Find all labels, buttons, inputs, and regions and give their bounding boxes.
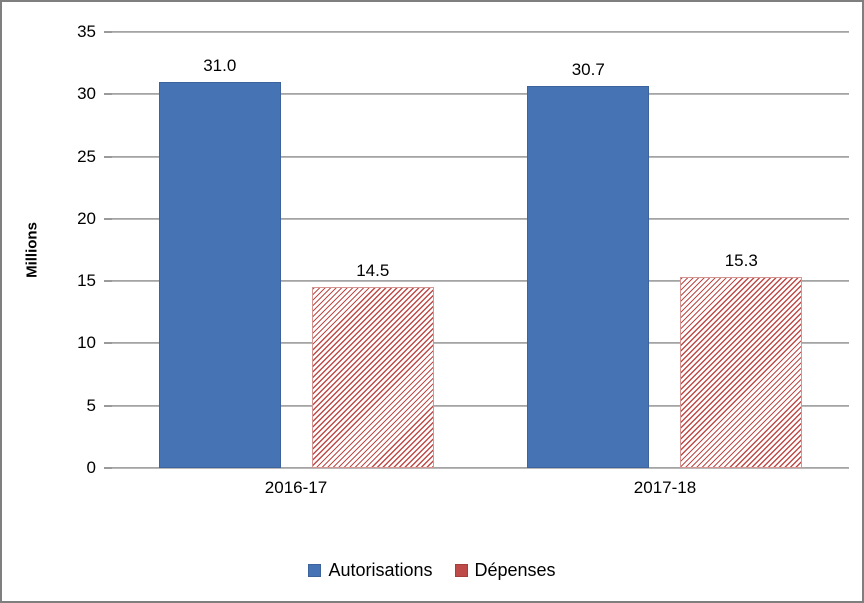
legend-label-depenses: Dépenses: [474, 560, 556, 580]
y-tick-mark-30: [104, 93, 112, 96]
y-tick-label-20: 20: [77, 208, 96, 228]
y-tick-label-10: 10: [77, 333, 96, 353]
data-label-autorisations-2016-17: 31.0: [203, 55, 237, 75]
x-axis-label-2016-17: 2016-17: [264, 478, 328, 497]
gridline-20: [112, 217, 849, 220]
y-tick-mark-35: [104, 31, 112, 33]
y-tick-mark-10: [104, 342, 112, 345]
data-label-autorisations-2017-18: 30.7: [571, 59, 605, 79]
y-tick-label-35: 35: [77, 22, 96, 41]
y-tick-mark-15: [104, 280, 112, 283]
legend-swatch-depenses-icon: [454, 564, 468, 577]
gridline-0: [112, 467, 849, 469]
bar-dépenses-2016-17: [311, 287, 434, 468]
data-label-dépenses-2017-18: 15.3: [724, 251, 758, 271]
gridline-35: [112, 31, 849, 33]
y-tick-label-5: 5: [86, 395, 96, 415]
x-axis-label-2017-18: 2017-18: [633, 478, 697, 497]
legend-swatch-autorisations-icon: [308, 564, 322, 577]
y-tick-mark-25: [104, 155, 112, 158]
gridline-10: [112, 342, 849, 345]
bar-autorisations-2016-17: [158, 81, 281, 468]
plot-area: 0 5 10 15 20 25 30 35 31.0 14.5 30.7 15.3: [77, 22, 849, 477]
legend-label-autorisations: Autorisations: [328, 560, 433, 580]
legend-item-autorisations: Autorisations: [308, 560, 433, 581]
bar-autorisations-2017-18: [527, 85, 650, 468]
y-tick-label-0: 0: [86, 458, 96, 477]
data-label-dépenses-2016-17: 14.5: [356, 261, 390, 281]
y-tick-mark-20: [104, 217, 112, 220]
legend-item-depenses: Dépenses: [454, 560, 556, 581]
gridline-15: [112, 280, 849, 283]
bar-dépenses-2017-18: [680, 277, 803, 468]
y-tick-label-25: 25: [77, 146, 96, 166]
gridline-25: [112, 155, 849, 158]
gridline-30: [112, 93, 849, 96]
y-tick-mark-0: [104, 467, 112, 469]
y-tick-label-30: 30: [77, 84, 96, 104]
gridline-5: [112, 404, 849, 407]
legend: Autorisations Dépenses: [2, 560, 862, 581]
y-tick-mark-5: [104, 404, 112, 407]
y-tick-label-15: 15: [77, 271, 96, 291]
